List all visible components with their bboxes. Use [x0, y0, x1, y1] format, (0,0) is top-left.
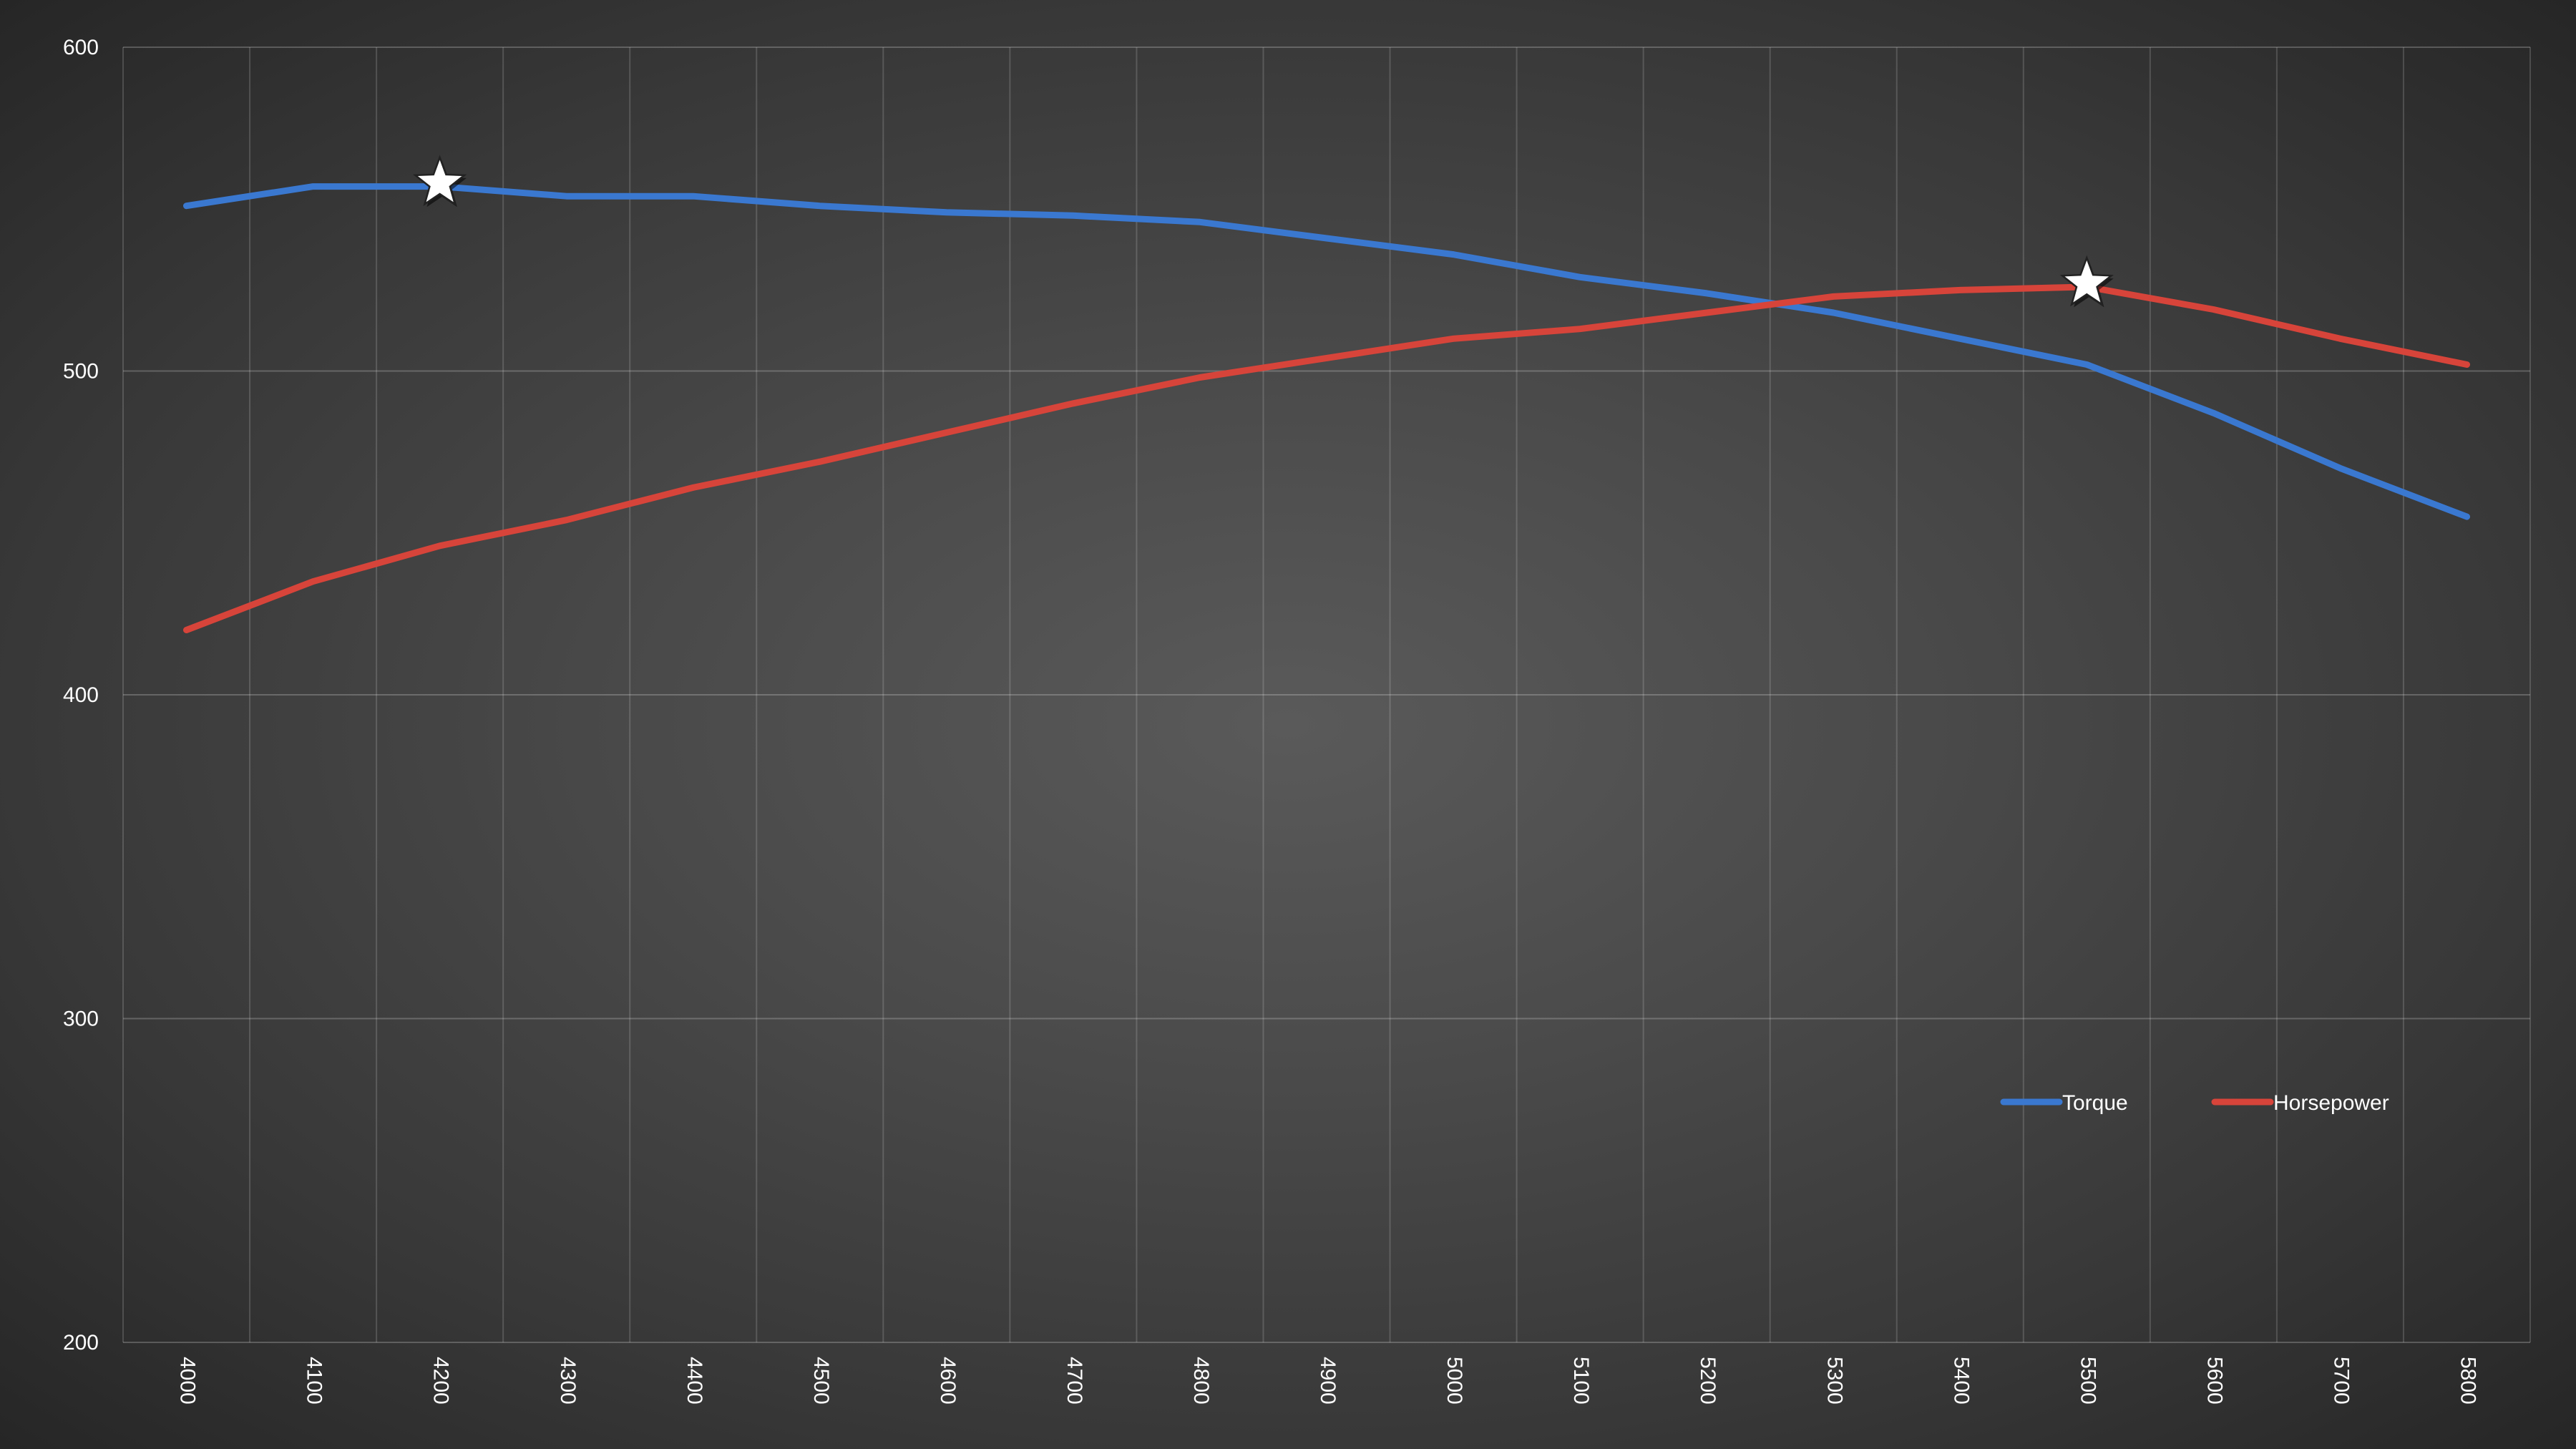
- x-tick-label: 4800: [1189, 1357, 1213, 1405]
- x-tick-label: 5500: [2076, 1357, 2099, 1405]
- peak-markers: [412, 155, 2114, 308]
- x-tick-label: 5300: [1823, 1357, 1846, 1405]
- y-tick-label: 600: [63, 36, 99, 59]
- x-tick-label: 4500: [809, 1357, 833, 1405]
- x-tick-label: 4200: [429, 1357, 453, 1405]
- x-tick-label: 4300: [556, 1357, 580, 1405]
- x-tick-label: 4100: [303, 1357, 326, 1405]
- x-tick-label: 5200: [1696, 1357, 1719, 1405]
- star-marker-torque: [412, 155, 467, 207]
- x-tick-label: 5100: [1569, 1357, 1593, 1405]
- star-marker-horsepower: [2059, 255, 2114, 307]
- legend-label-horsepower: Horsepower: [2273, 1091, 2389, 1115]
- x-tick-label: 4900: [1316, 1357, 1340, 1405]
- y-tick-label: 300: [63, 1008, 99, 1031]
- grid-lines: [122, 47, 2531, 1343]
- x-tick-label: 4600: [936, 1357, 960, 1405]
- x-tick-label: 5700: [2329, 1357, 2353, 1405]
- y-tick-label: 400: [63, 683, 99, 707]
- legend-label-torque: Torque: [2062, 1091, 2128, 1115]
- series-lines: [183, 183, 2470, 633]
- y-tick-label: 200: [63, 1331, 99, 1355]
- x-tick-label: 5800: [2457, 1357, 2480, 1405]
- y-axis: 200 300 400 500 600: [63, 36, 99, 1355]
- series-line-horsepower: [183, 283, 2470, 633]
- y-tick-label: 500: [63, 360, 99, 384]
- legend: Torque Horsepower: [2000, 1091, 2389, 1115]
- x-tick-label: 5600: [2202, 1357, 2226, 1405]
- x-tick-label: 5400: [1949, 1357, 1973, 1405]
- x-tick-label: 4700: [1063, 1357, 1086, 1405]
- x-axis: 4000 4100 4200 4300 4400 4500 4600 4700 4800 4900…: [176, 1357, 2480, 1405]
- series-line-torque: [183, 183, 2470, 520]
- x-tick-label: 4000: [176, 1357, 200, 1405]
- x-tick-label: 5000: [1443, 1357, 1466, 1405]
- x-tick-label: 4400: [683, 1357, 706, 1405]
